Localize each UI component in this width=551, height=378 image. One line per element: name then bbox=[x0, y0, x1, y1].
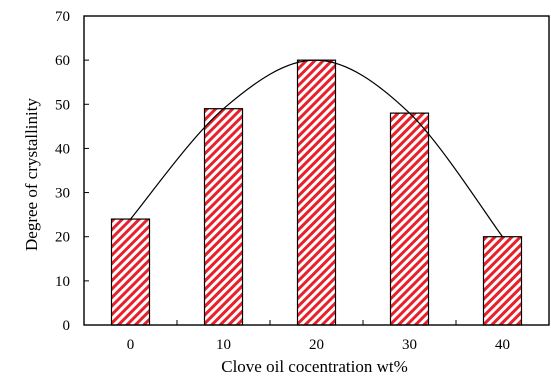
y-axis-label: Degree of crystallinity bbox=[22, 98, 41, 251]
x-tick-label: 40 bbox=[495, 337, 510, 353]
y-tick-label: 30 bbox=[55, 186, 70, 202]
y-tick-label: 40 bbox=[55, 141, 70, 157]
y-tick-label: 0 bbox=[63, 318, 71, 334]
trend-curve bbox=[130, 59, 503, 238]
bar-0 bbox=[110, 218, 151, 326]
x-axis-label: Clove oil cocentration wt% bbox=[221, 357, 407, 376]
y-tick-label: 10 bbox=[55, 274, 70, 290]
x-tick-label: 20 bbox=[309, 337, 324, 353]
bar-40 bbox=[482, 236, 523, 326]
plot-frame bbox=[83, 15, 550, 326]
y-tick-label: 50 bbox=[55, 97, 70, 113]
bar-30 bbox=[389, 112, 430, 326]
x-tick-label: 10 bbox=[216, 337, 231, 353]
bar-10 bbox=[203, 108, 244, 326]
y-tick-label: 70 bbox=[55, 9, 70, 25]
y-tick-label: 20 bbox=[55, 230, 70, 246]
x-tick-label: 30 bbox=[402, 337, 417, 353]
bar-20 bbox=[296, 59, 337, 326]
bars-layer bbox=[110, 59, 523, 326]
y-tick-label: 60 bbox=[55, 53, 70, 69]
x-tick-label: 0 bbox=[127, 337, 135, 353]
y-axis: 0 10 20 30 40 50 60 70 bbox=[55, 9, 89, 334]
x-axis: 0 10 20 30 40 bbox=[127, 320, 510, 353]
